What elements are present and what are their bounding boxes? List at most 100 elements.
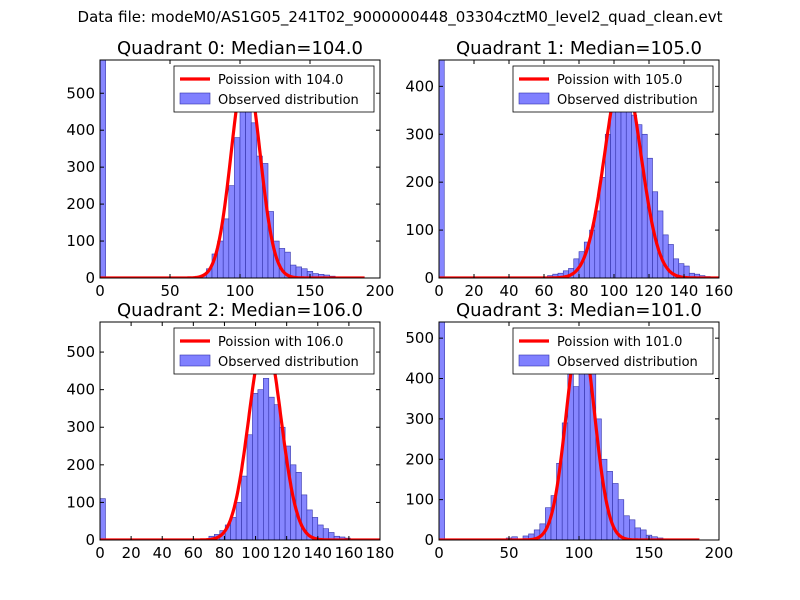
y-tick-label: 0 (85, 269, 95, 287)
y-tick-label: 0 (424, 531, 434, 549)
legend-bar-label: Observed distribution (557, 93, 698, 108)
subplot-2 (99, 321, 381, 541)
plot-area-3 (439, 322, 701, 540)
x-tick-label: 20 (122, 544, 141, 562)
histogram-bar (273, 404, 280, 540)
histogram-bar (239, 107, 246, 278)
axes-frame (99, 321, 381, 541)
histogram-bar (629, 519, 636, 540)
poisson-curve (100, 335, 380, 540)
x-tick-label: 100 (600, 282, 629, 300)
histogram-bar (257, 389, 264, 540)
histogram-bar (439, 60, 445, 278)
subplot-title: Quadrant 3: Median=101.0 (456, 300, 702, 321)
legend-box (512, 65, 714, 113)
x-tick-label: 160 (335, 544, 364, 562)
x-tick-label: 150 (635, 544, 664, 562)
legend-bar-swatch (518, 92, 550, 105)
x-tick-label: 100 (241, 544, 270, 562)
y-tick-label: 200 (405, 450, 434, 468)
y-tick-label: 100 (66, 493, 95, 511)
legend-bar-swatch (179, 92, 211, 105)
y-tick-label: 100 (405, 491, 434, 509)
histogram-bar (245, 92, 252, 278)
y-tick-label: 300 (405, 125, 434, 143)
x-tick-label: 100 (226, 282, 255, 300)
x-tick-label: 40 (499, 282, 518, 300)
x-tick-label: 0 (434, 544, 444, 562)
y-tick-label: 500 (405, 329, 434, 347)
x-tick-label: 40 (153, 544, 172, 562)
x-tick-label: 150 (296, 282, 325, 300)
legend-bar-swatch (179, 354, 211, 367)
y-tick-label: 400 (66, 121, 95, 139)
x-tick-label: 0 (434, 282, 444, 300)
histogram-bar (246, 434, 253, 540)
x-tick-label: 60 (534, 282, 553, 300)
x-tick-label: 20 (464, 282, 483, 300)
x-tick-label: 140 (670, 282, 699, 300)
plot-area-2 (100, 335, 380, 540)
y-tick-label: 0 (424, 269, 434, 287)
poisson-curve (100, 67, 366, 278)
legend-box (173, 65, 375, 113)
x-tick-label: 0 (95, 282, 105, 300)
histogram-bar (250, 122, 258, 278)
legend-box (173, 327, 375, 375)
y-tick-label: 500 (66, 84, 95, 102)
histogram-bar (641, 133, 648, 278)
poisson-curve (439, 69, 719, 278)
histogram-bar (662, 234, 669, 278)
histogram-bar (241, 475, 248, 540)
histogram-bar (631, 114, 638, 278)
x-tick-label: 200 (705, 544, 734, 562)
legend-curve-label: Poission with 104.0 (218, 73, 343, 88)
y-tick-label: 0 (85, 531, 95, 549)
y-tick-label: 300 (66, 418, 95, 436)
histogram-bar (268, 396, 275, 540)
x-tick-label: 180 (366, 544, 395, 562)
histogram-bar (599, 177, 606, 278)
y-tick-label: 400 (405, 77, 434, 95)
histogram-bar (625, 105, 632, 278)
legend-box (512, 327, 714, 375)
subplot-title: Quadrant 2: Median=106.0 (117, 300, 363, 321)
histogram-bar (263, 378, 270, 540)
histogram-bar (234, 137, 241, 278)
x-tick-label: 100 (565, 544, 594, 562)
y-tick-label: 200 (66, 456, 95, 474)
x-tick-label: 60 (184, 544, 203, 562)
x-tick-label: 80 (569, 282, 588, 300)
poisson-curve (439, 328, 701, 540)
subplot-title: Quadrant 0: Median=104.0 (117, 38, 363, 59)
legend-bar-swatch (518, 354, 550, 367)
histogram-bar (439, 322, 445, 540)
histogram-bar (235, 502, 242, 540)
histogram-bar (100, 60, 106, 278)
x-tick-label: 120 (272, 544, 301, 562)
x-tick-label: 50 (160, 282, 179, 300)
x-tick-label: 50 (499, 544, 518, 562)
x-tick-label: 120 (635, 282, 664, 300)
y-tick-label: 100 (405, 221, 434, 239)
histogram-bar (511, 536, 518, 540)
x-tick-label: 200 (366, 282, 395, 300)
legend-bar-label: Observed distribution (218, 355, 359, 370)
subplot-0 (99, 59, 381, 279)
subplot-1 (438, 59, 720, 279)
histogram-bar (100, 498, 106, 540)
histogram-bar (573, 386, 580, 540)
histogram-bar (584, 370, 591, 540)
y-tick-label: 100 (66, 232, 95, 250)
figure-title: Data file: modeM0/AS1G05_241T02_90000004… (77, 8, 723, 26)
legend-curve-label: Poission with 105.0 (557, 73, 682, 88)
histogram-bar (623, 515, 630, 540)
subplot-title: Quadrant 1: Median=105.0 (456, 38, 702, 59)
y-tick-label: 400 (405, 370, 434, 388)
histogram-bar (252, 393, 259, 540)
subplot-3 (438, 321, 720, 541)
x-tick-label: 160 (705, 282, 734, 300)
y-tick-label: 400 (66, 381, 95, 399)
histogram-bar (634, 527, 641, 540)
